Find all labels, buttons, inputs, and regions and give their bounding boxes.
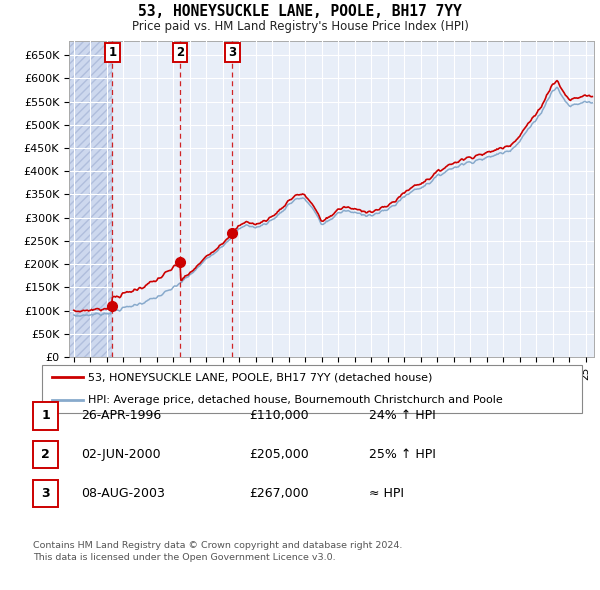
Text: 3: 3 xyxy=(41,487,50,500)
Text: 08-AUG-2003: 08-AUG-2003 xyxy=(81,487,165,500)
Text: HPI: Average price, detached house, Bournemouth Christchurch and Poole: HPI: Average price, detached house, Bour… xyxy=(88,395,503,405)
Text: 1: 1 xyxy=(108,46,116,59)
Text: 3: 3 xyxy=(228,46,236,59)
Text: 53, HONEYSUCKLE LANE, POOLE, BH17 7YY (detached house): 53, HONEYSUCKLE LANE, POOLE, BH17 7YY (d… xyxy=(88,372,432,382)
Text: 26-APR-1996: 26-APR-1996 xyxy=(81,409,161,422)
Bar xyxy=(69,41,112,357)
Text: 25% ↑ HPI: 25% ↑ HPI xyxy=(369,448,436,461)
Text: £267,000: £267,000 xyxy=(249,487,308,500)
FancyBboxPatch shape xyxy=(42,365,582,413)
Text: 2: 2 xyxy=(41,448,50,461)
Text: £110,000: £110,000 xyxy=(249,409,308,422)
Text: ≈ HPI: ≈ HPI xyxy=(369,487,404,500)
Text: £205,000: £205,000 xyxy=(249,448,309,461)
Text: 1: 1 xyxy=(41,409,50,422)
Text: 53, HONEYSUCKLE LANE, POOLE, BH17 7YY: 53, HONEYSUCKLE LANE, POOLE, BH17 7YY xyxy=(138,4,462,19)
Text: 02-JUN-2000: 02-JUN-2000 xyxy=(81,448,161,461)
Text: Price paid vs. HM Land Registry's House Price Index (HPI): Price paid vs. HM Land Registry's House … xyxy=(131,20,469,33)
Text: 24% ↑ HPI: 24% ↑ HPI xyxy=(369,409,436,422)
Text: Contains HM Land Registry data © Crown copyright and database right 2024.: Contains HM Land Registry data © Crown c… xyxy=(33,541,403,550)
Text: 2: 2 xyxy=(176,46,184,59)
Text: This data is licensed under the Open Government Licence v3.0.: This data is licensed under the Open Gov… xyxy=(33,553,335,562)
